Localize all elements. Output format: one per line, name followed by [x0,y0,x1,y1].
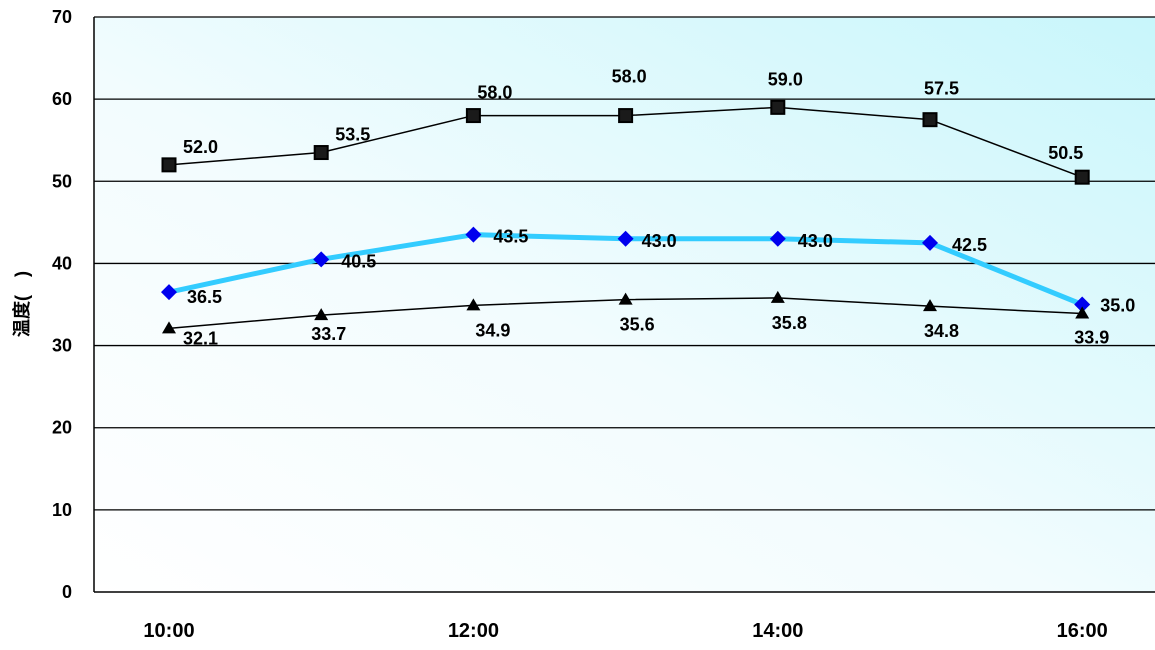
data-label: 58.0 [612,67,647,87]
series-2: 36.5 40.5 43.5 43.0 43.0 42.5 35.0 [161,226,1135,316]
triangle-marker [466,298,481,311]
x-tick-label: 14:00 [752,620,803,642]
triangle-marker [162,321,176,334]
gridlines [94,16,1155,511]
data-label: 42.5 [952,235,987,255]
diamond-marker [922,234,938,251]
x-tick-label: 16:00 [1057,620,1108,642]
data-label: 33.7 [311,324,346,344]
data-label: 50.5 [1048,143,1083,163]
data-label: 52.0 [183,137,218,157]
data-label: 33.9 [1074,328,1109,348]
data-label: 58.0 [477,83,512,103]
x-tick-label: 10:00 [143,620,194,642]
square-marker [161,157,177,173]
diamond-marker [161,284,177,301]
square-marker [313,145,329,161]
square-marker [922,112,938,128]
y-tick-label: 50 [52,171,72,191]
y-tick-label: 0 [62,582,72,602]
square-marker [465,108,481,124]
data-label: 35.0 [1100,296,1135,316]
data-label: 35.8 [772,313,807,333]
series-1: 52.0 53.5 58.0 58.0 59.0 57.5 50.5 [161,67,1090,185]
data-label: 36.5 [187,287,222,307]
series-layer: 52.0 53.5 58.0 58.0 59.0 57.5 50.5 36.5 40.5 43.5… [161,67,1135,348]
y-tick-label: 30 [52,336,72,356]
triangle-marker [314,308,329,321]
y-tick-labels: 0 10 20 30 40 50 60 70 [52,7,72,602]
data-label: 32.1 [183,328,218,348]
data-label: 57.5 [924,79,959,99]
data-label: 34.8 [924,321,959,341]
triangle-marker [618,292,633,305]
data-label: 59.0 [768,69,803,89]
data-label: 43.0 [798,231,833,251]
y-axis-label: 温度( ) [11,271,32,337]
diamond-marker [617,230,634,247]
data-label: 53.5 [335,125,370,145]
data-label: 43.5 [493,227,528,247]
y-tick-label: 40 [52,253,72,273]
triangle-marker [923,299,937,312]
series-3: 32.1 33.7 34.9 35.6 35.8 34.8 33.9 [162,290,1109,348]
y-tick-label: 10 [52,500,72,520]
y-tick-label: 20 [52,418,72,438]
triangle-marker [1075,306,1090,319]
square-marker [770,99,786,115]
x-tick-labels: 10:00 12:00 14:00 16:00 [143,620,1107,642]
y-tick-label: 60 [52,89,72,109]
square-marker [1074,169,1090,185]
data-label: 35.6 [620,315,655,335]
data-label: 40.5 [341,251,376,271]
data-label: 43.0 [642,231,677,251]
diamond-marker [1074,296,1091,313]
data-label: 34.9 [475,320,510,340]
triangle-marker [770,290,785,303]
square-marker [618,108,634,124]
y-tick-label: 70 [52,7,72,27]
x-tick-label: 12:00 [448,620,499,642]
diamond-marker [769,230,786,247]
diamond-marker [465,226,482,243]
diamond-marker [313,251,330,268]
